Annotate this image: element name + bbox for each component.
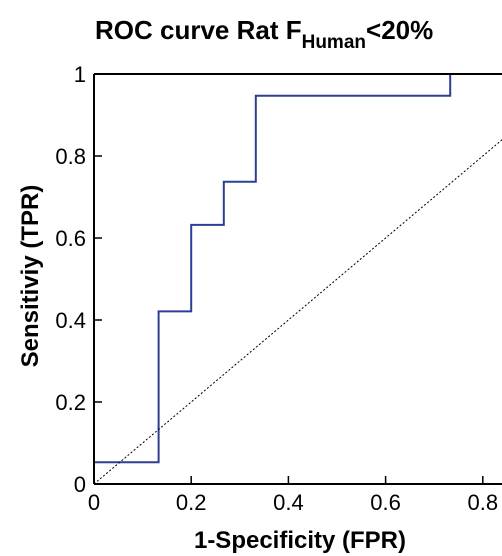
y-axis-title: Sensitiviy (TPR) xyxy=(17,185,44,368)
y-tick-label: 0.8 xyxy=(55,144,86,169)
x-axis-title: 1-Specificity (FPR) xyxy=(194,527,406,554)
chart-title-suffix: <20% xyxy=(366,15,433,45)
y-tick-label: 0.2 xyxy=(55,390,86,415)
x-tick-label: 0.4 xyxy=(273,490,304,515)
x-tick-label: 0 xyxy=(88,490,100,515)
roc-curve-line xyxy=(94,73,502,464)
chart-title: ROC curve Rat FHuman<20% xyxy=(95,15,433,53)
chart-title-subscript: Human xyxy=(302,32,366,53)
y-tick-label: 0 xyxy=(74,472,86,497)
chart-title-prefix: ROC curve Rat F xyxy=(95,15,302,45)
y-tick-label: 1 xyxy=(74,62,86,87)
x-tick-label: 0.2 xyxy=(176,490,207,515)
diagonal-reference-line xyxy=(93,139,502,485)
y-tick-label: 0.4 xyxy=(55,308,86,333)
y-tick-label: 0.6 xyxy=(55,226,86,251)
plot-area xyxy=(93,73,502,485)
x-tick-label: 0.8 xyxy=(468,490,499,515)
x-tick-label: 0.6 xyxy=(370,490,401,515)
axes xyxy=(93,73,502,485)
